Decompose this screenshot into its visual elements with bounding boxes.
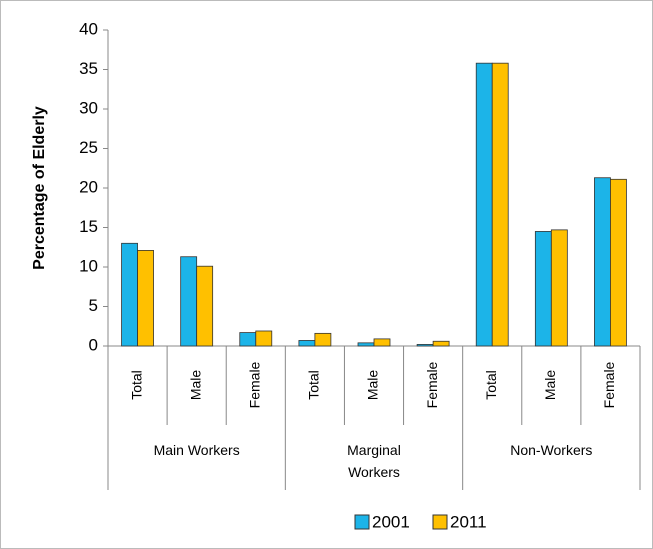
bar bbox=[610, 178, 627, 347]
y-tick-label: 25 bbox=[79, 138, 98, 157]
x-tick-label: Female bbox=[424, 361, 440, 408]
x-tick-label: Total bbox=[128, 370, 144, 400]
y-tick-label: 20 bbox=[79, 177, 98, 196]
x-tick-label: Male bbox=[187, 370, 203, 401]
bar bbox=[196, 265, 214, 347]
y-tick-label: 5 bbox=[89, 296, 98, 315]
x-tick-label: Female bbox=[601, 361, 617, 408]
legend-swatch bbox=[432, 514, 448, 530]
y-tick-label: 40 bbox=[79, 19, 98, 38]
x-tick-label: Female bbox=[246, 361, 262, 408]
bar bbox=[594, 177, 611, 347]
group-label: Non-Workers bbox=[510, 442, 593, 458]
bar bbox=[137, 250, 154, 347]
bar bbox=[534, 231, 552, 347]
bar bbox=[416, 344, 434, 347]
x-tick-label: Total bbox=[306, 370, 322, 400]
y-tick-label: 0 bbox=[89, 335, 98, 354]
y-tick-label: 35 bbox=[79, 59, 98, 78]
y-tick-label: 10 bbox=[79, 256, 98, 275]
x-tick-label: Male bbox=[542, 370, 558, 401]
x-tick-label: Male bbox=[365, 370, 381, 401]
y-tick-label: 30 bbox=[79, 98, 98, 117]
bar bbox=[314, 332, 332, 347]
group-label: Main Workers bbox=[153, 442, 240, 458]
bar bbox=[239, 332, 257, 347]
bar bbox=[180, 256, 198, 347]
x-tick-label: Total bbox=[483, 370, 499, 400]
y-tick-label: 15 bbox=[79, 217, 98, 236]
bar bbox=[475, 62, 493, 347]
bar bbox=[432, 340, 450, 347]
bar bbox=[121, 242, 138, 347]
y-axis-label: Percentage of Elderly bbox=[31, 106, 48, 270]
bar bbox=[550, 229, 568, 347]
bar bbox=[298, 340, 316, 347]
legend-label: 2001 bbox=[372, 512, 410, 531]
legend-swatch bbox=[354, 514, 370, 530]
bar bbox=[357, 342, 375, 347]
bar bbox=[255, 330, 273, 347]
bar bbox=[491, 62, 509, 347]
bar bbox=[373, 338, 391, 347]
group-label: Marginal Workers bbox=[347, 442, 401, 480]
legend-label: 2011 bbox=[450, 512, 487, 531]
